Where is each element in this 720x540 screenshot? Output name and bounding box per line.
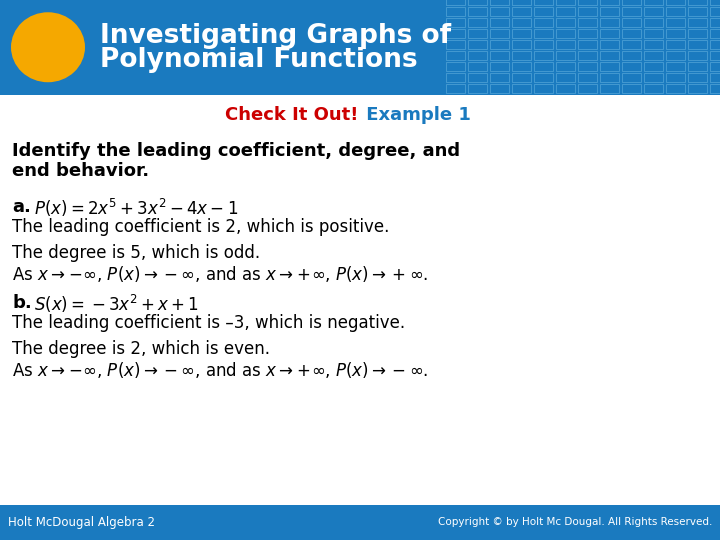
Text: The degree is 5, which is odd.: The degree is 5, which is odd. — [12, 244, 260, 261]
Text: The leading coefficient is 2, which is positive.: The leading coefficient is 2, which is p… — [12, 218, 390, 235]
Text: Check It Out!: Check It Out! — [225, 105, 358, 124]
Text: end behavior.: end behavior. — [12, 163, 149, 180]
Text: $S(x) = -3x^2 + x + 1$: $S(x) = -3x^2 + x + 1$ — [34, 293, 199, 315]
Text: As $x\rightarrow\!-\!\infty$, $P(x)\rightarrow-\infty$, and as $x\rightarrow\!+\: As $x\rightarrow\!-\!\infty$, $P(x)\righ… — [12, 264, 428, 284]
Text: Polynomial Functions: Polynomial Functions — [100, 47, 418, 73]
Text: Copyright © by Holt Mc Dougal. All Rights Reserved.: Copyright © by Holt Mc Dougal. All Right… — [438, 517, 712, 528]
Text: b.: b. — [12, 294, 32, 312]
Text: Example 1: Example 1 — [360, 105, 471, 124]
Text: $P(x) = 2x^5 + 3x^2 - 4x - 1$: $P(x) = 2x^5 + 3x^2 - 4x - 1$ — [34, 197, 238, 219]
Ellipse shape — [11, 12, 85, 82]
Text: The degree is 2, which is even.: The degree is 2, which is even. — [12, 340, 270, 357]
Text: Holt McDougal Algebra 2: Holt McDougal Algebra 2 — [8, 516, 155, 529]
Text: The leading coefficient is –3, which is negative.: The leading coefficient is –3, which is … — [12, 314, 405, 332]
FancyBboxPatch shape — [0, 505, 720, 540]
Text: Identify the leading coefficient, degree, and: Identify the leading coefficient, degree… — [12, 143, 460, 160]
Text: a.: a. — [12, 198, 31, 215]
Text: Investigating Graphs of: Investigating Graphs of — [100, 23, 451, 49]
Text: As $x\rightarrow\!-\!\infty$, $P(x)\rightarrow-\infty$, and as $x\rightarrow\!+\: As $x\rightarrow\!-\!\infty$, $P(x)\righ… — [12, 360, 428, 380]
FancyBboxPatch shape — [0, 0, 720, 94]
